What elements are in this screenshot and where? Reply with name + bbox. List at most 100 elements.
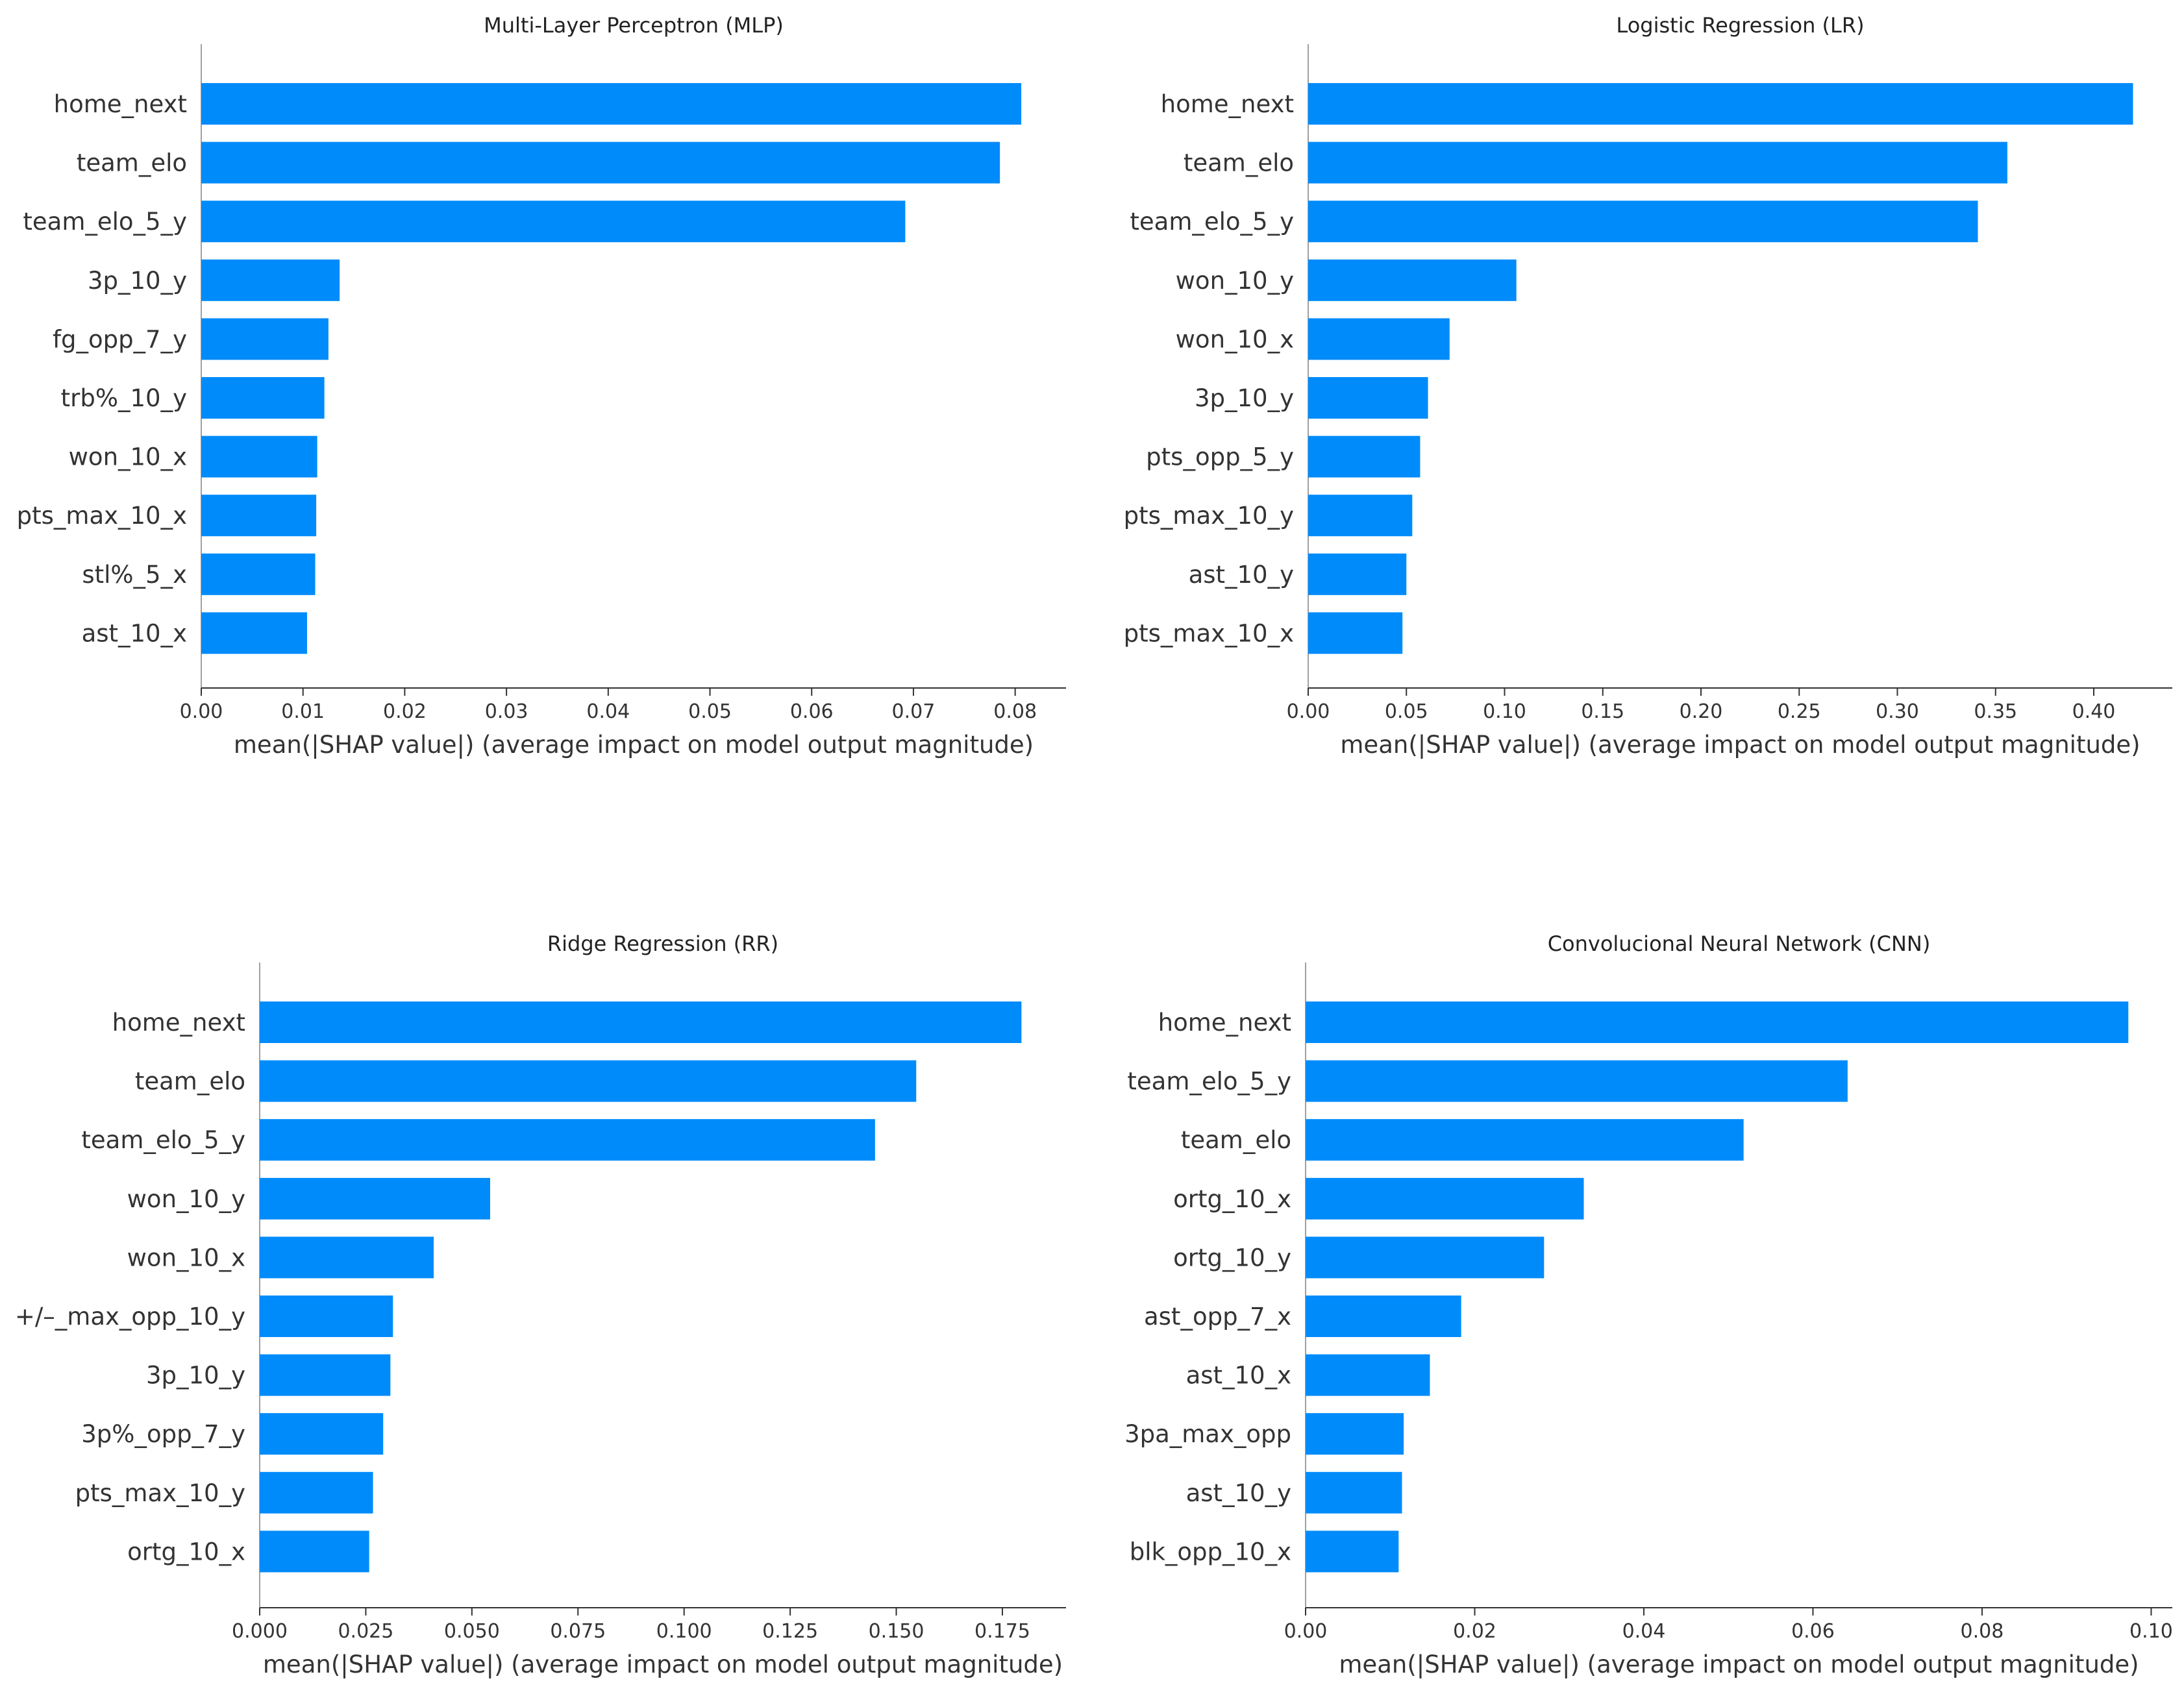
category-label: ast_10_y: [1186, 1479, 1291, 1507]
category-label: team_elo: [1181, 1126, 1291, 1154]
category-label: ortg_10_x: [1173, 1185, 1291, 1213]
category-label: ast_opp_7_x: [1144, 1303, 1291, 1331]
x-tick-label: 0.01: [281, 700, 325, 723]
category-label: team_elo_5_y: [23, 208, 187, 236]
bar-won_10_y: [260, 1177, 490, 1220]
bar-3pa_max_opp: [1306, 1413, 1404, 1455]
bar-ortg_10_x: [260, 1530, 369, 1573]
bar-trb%_10_y: [201, 377, 325, 419]
bar-team_elo: [260, 1060, 917, 1102]
category-label: blk_opp_10_x: [1130, 1538, 1291, 1566]
category-label: home_next: [112, 1009, 245, 1037]
x-tick-label: 0.02: [1453, 1620, 1496, 1643]
category-label: won_10_x: [127, 1244, 245, 1271]
category-label: team_elo: [135, 1068, 245, 1096]
bar-won_10_y: [1308, 259, 1517, 301]
bar-ast_10_y: [1306, 1471, 1402, 1514]
x-tick-label: 0.08: [1961, 1620, 2004, 1643]
x-axis-label: mean(|SHAP value|) (average impact on mo…: [234, 731, 1034, 759]
chart-panel-3: Ridge Regression (RR) home_next team_elote…: [15, 931, 1066, 1678]
bar-ortg_10_y: [1306, 1236, 1545, 1279]
bar-team_elo_5_y: [1308, 201, 1978, 243]
bar-ast_opp_7_x: [1306, 1296, 1461, 1337]
x-tick-label: 0.30: [1876, 700, 1919, 723]
category-label: 3pa_max_opp: [1124, 1420, 1291, 1448]
bar-pts_max_10_y: [1308, 495, 1413, 537]
panel-title: Convolucional Neural Network (CNN): [1548, 931, 1931, 956]
bar-team_elo_5_y: [1306, 1060, 1848, 1102]
bar-3p_10_y: [1308, 377, 1428, 419]
x-tick-label: 0.04: [586, 700, 630, 723]
x-tick-label: 0.03: [485, 700, 528, 723]
x-tick-label: 0.00: [180, 700, 223, 723]
bar-home_next: [201, 83, 1022, 125]
x-tick-label: 0.06: [1791, 1620, 1835, 1643]
category-label: home_next: [54, 90, 187, 118]
category-label: 3p_10_y: [146, 1362, 245, 1390]
x-tick-label: 0.150: [869, 1620, 924, 1643]
bar-home_next: [260, 1001, 1022, 1043]
category-label: ortg_10_x: [127, 1538, 245, 1566]
bar-ast_10_x: [201, 612, 307, 654]
category-label: ast_10_y: [1189, 561, 1294, 589]
category-label: pts_max_10_x: [17, 502, 187, 530]
x-tick-label: 0.25: [1778, 700, 1821, 723]
x-tick-label: 0.10: [2129, 1620, 2173, 1643]
x-tick-label: 0.15: [1581, 700, 1624, 723]
bar-won_10_x: [201, 436, 317, 478]
bar-3p_10_y: [201, 259, 340, 301]
category-label: pts_max_10_y: [75, 1479, 245, 1507]
category-label: team_elo: [1184, 149, 1294, 177]
category-label: home_next: [1158, 1009, 1291, 1037]
bar-pts_max_10_x: [1308, 612, 1403, 654]
x-tick-label: 0.04: [1622, 1620, 1666, 1643]
category-label: ortg_10_y: [1173, 1244, 1291, 1271]
panel-title: Multi-Layer Perceptron (MLP): [484, 13, 784, 38]
category-label: ast_10_x: [1186, 1362, 1291, 1390]
x-tick-label: 0.000: [232, 1620, 288, 1643]
x-tick-label: 0.10: [1483, 700, 1526, 723]
x-tick-label: 0.35: [1974, 700, 2017, 723]
bar-team_elo: [1308, 141, 2007, 184]
bar-ast_10_y: [1308, 553, 1407, 595]
category-label: pts_max_10_y: [1124, 502, 1294, 530]
bar-home_next: [1306, 1001, 2129, 1043]
category-label: won_10_x: [1176, 325, 1294, 353]
x-tick-label: 0.05: [688, 700, 732, 723]
category-label: pts_opp_5_y: [1146, 443, 1294, 471]
x-tick-label: 0.100: [656, 1620, 712, 1643]
category-label: team_elo_5_y: [81, 1126, 245, 1154]
x-tick-label: 0.05: [1385, 700, 1428, 723]
bar-stl%_5_x: [201, 553, 316, 595]
x-axis-label: mean(|SHAP value|) (average impact on mo…: [1340, 731, 2140, 759]
x-tick-label: 0.00: [1284, 1620, 1328, 1643]
bar-blk_opp_10_x: [1306, 1530, 1399, 1573]
x-axis-label: mean(|SHAP value|) (average impact on mo…: [1339, 1651, 2139, 1678]
x-tick-label: 0.00: [1287, 700, 1330, 723]
category-label: 3p_10_y: [1195, 384, 1294, 412]
bar-home_next: [1308, 83, 2133, 125]
category-label: won_10_y: [1176, 267, 1294, 295]
x-axis-label: mean(|SHAP value|) (average impact on mo…: [263, 1651, 1063, 1678]
bar-+/–_max_opp_10_y: [260, 1296, 393, 1337]
chart-panel-4: Convolucional Neural Network (CNN) home_n…: [1124, 931, 2173, 1678]
category-label: 3p_10_y: [88, 267, 187, 295]
category-label: ast_10_x: [82, 619, 187, 647]
bar-team_elo_5_y: [260, 1119, 875, 1161]
x-tick-label: 0.07: [892, 700, 936, 723]
bar-fg_opp_7_y: [201, 318, 329, 360]
category-label: 3p%_opp_7_y: [81, 1420, 245, 1448]
bar-pts_max_10_y: [260, 1471, 373, 1514]
category-label: team_elo_5_y: [1127, 1068, 1291, 1096]
category-label: team_elo_5_y: [1130, 208, 1294, 236]
category-label: won_10_y: [127, 1185, 245, 1213]
bar-pts_opp_5_y: [1308, 436, 1421, 478]
x-tick-label: 0.175: [974, 1620, 1030, 1643]
bar-3p_10_y: [260, 1354, 391, 1396]
bar-ortg_10_x: [1306, 1177, 1584, 1220]
bar-3p%_opp_7_y: [260, 1413, 384, 1455]
bar-won_10_x: [260, 1236, 434, 1279]
bar-won_10_x: [1308, 318, 1450, 360]
chart-panel-2: Logistic Regression (LR) home_next team_el…: [1124, 13, 2172, 759]
